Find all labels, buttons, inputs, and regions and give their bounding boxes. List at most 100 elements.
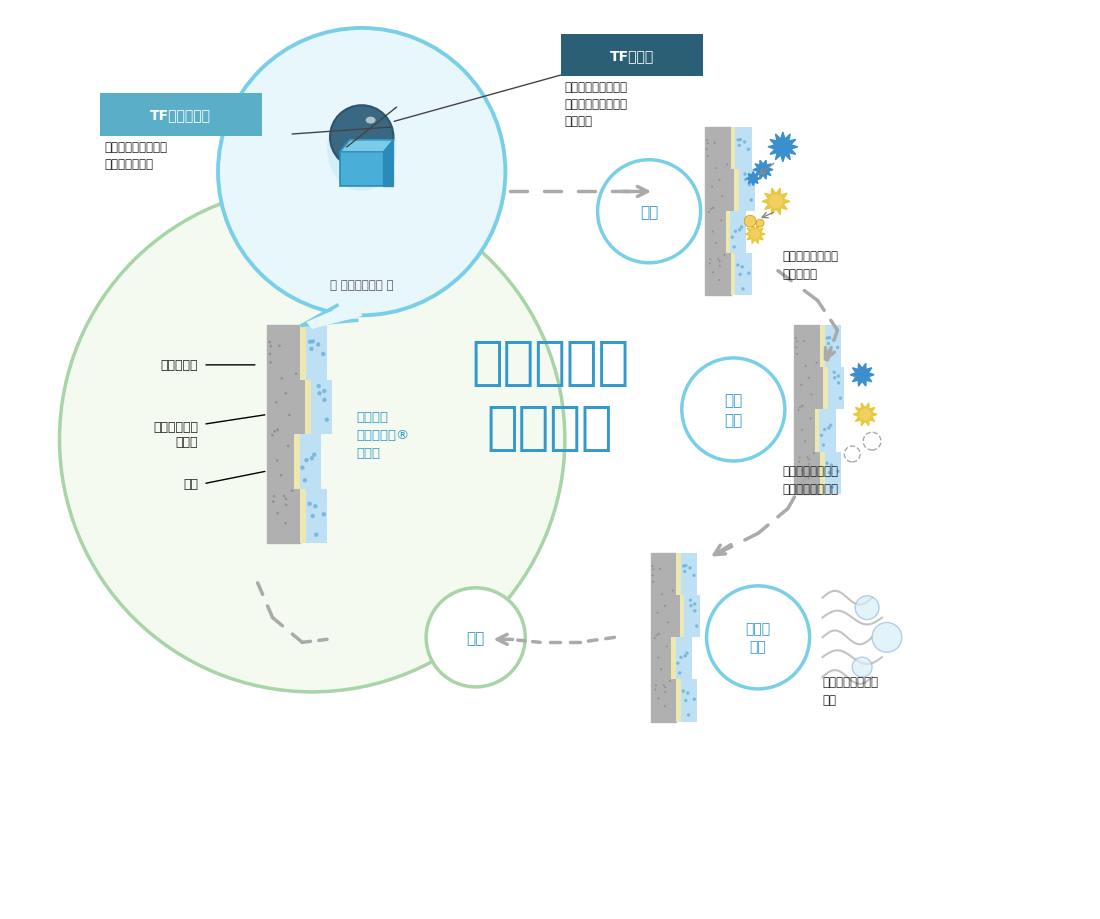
Circle shape <box>310 457 315 460</box>
Circle shape <box>663 706 666 708</box>
Circle shape <box>733 246 736 249</box>
Text: 分解・
放出: 分解・ 放出 <box>746 621 771 653</box>
Circle shape <box>807 459 810 461</box>
Circle shape <box>658 633 660 635</box>
Circle shape <box>798 410 800 412</box>
Circle shape <box>308 340 312 345</box>
Circle shape <box>285 392 287 395</box>
Circle shape <box>833 371 836 375</box>
Circle shape <box>710 209 712 210</box>
Circle shape <box>300 466 305 471</box>
Circle shape <box>837 375 840 379</box>
FancyBboxPatch shape <box>739 170 755 212</box>
FancyBboxPatch shape <box>730 212 747 254</box>
Circle shape <box>744 173 747 176</box>
Circle shape <box>822 444 825 448</box>
Circle shape <box>837 381 840 385</box>
Text: 空気を洗う
はたらき: 空気を洗う はたらき <box>471 337 629 453</box>
Circle shape <box>747 149 750 152</box>
FancyBboxPatch shape <box>820 410 836 452</box>
Circle shape <box>693 698 696 701</box>
Circle shape <box>820 434 823 437</box>
Circle shape <box>718 261 721 263</box>
Circle shape <box>750 230 760 240</box>
Polygon shape <box>705 128 734 296</box>
Circle shape <box>273 431 276 433</box>
Circle shape <box>654 685 657 686</box>
Circle shape <box>826 337 829 340</box>
Circle shape <box>661 594 663 596</box>
Circle shape <box>652 569 654 571</box>
Circle shape <box>651 574 653 577</box>
Circle shape <box>276 428 278 431</box>
Polygon shape <box>768 133 798 163</box>
Circle shape <box>279 474 283 477</box>
Circle shape <box>799 457 801 459</box>
Circle shape <box>828 336 832 340</box>
Circle shape <box>756 220 764 228</box>
FancyBboxPatch shape <box>294 435 300 489</box>
Circle shape <box>804 366 806 368</box>
Circle shape <box>693 609 696 613</box>
Circle shape <box>660 668 662 670</box>
Circle shape <box>712 232 714 233</box>
Circle shape <box>833 377 836 380</box>
Circle shape <box>305 459 309 463</box>
Circle shape <box>832 339 835 343</box>
Circle shape <box>664 686 667 688</box>
FancyBboxPatch shape <box>828 368 844 410</box>
Circle shape <box>712 272 714 274</box>
Circle shape <box>807 378 810 380</box>
Polygon shape <box>302 306 356 326</box>
Text: 再生: 再生 <box>466 630 485 645</box>
Text: 触媒
作用: 触媒 作用 <box>724 392 743 427</box>
Text: ［ 拡大イメージ ］: ［ 拡大イメージ ］ <box>330 278 394 291</box>
Circle shape <box>302 479 307 483</box>
Text: トリプル
フレッシュ®
消臭剤: トリプル フレッシュ® 消臭剤 <box>356 410 410 460</box>
Circle shape <box>315 533 319 538</box>
Circle shape <box>807 478 810 480</box>
Polygon shape <box>762 189 790 215</box>
Circle shape <box>815 362 817 364</box>
Text: ニオイの元になる
物質を吸着: ニオイの元になる 物質を吸着 <box>783 250 839 280</box>
Polygon shape <box>307 304 362 329</box>
Circle shape <box>659 569 661 571</box>
Circle shape <box>711 187 713 188</box>
FancyBboxPatch shape <box>680 596 684 638</box>
Circle shape <box>426 588 525 687</box>
Circle shape <box>273 495 275 498</box>
Circle shape <box>653 638 656 640</box>
Circle shape <box>749 199 752 202</box>
FancyBboxPatch shape <box>306 489 328 544</box>
Polygon shape <box>746 173 760 187</box>
FancyBboxPatch shape <box>820 326 825 368</box>
Circle shape <box>321 353 326 357</box>
Circle shape <box>855 596 879 619</box>
FancyBboxPatch shape <box>300 489 306 544</box>
Circle shape <box>59 187 565 692</box>
Circle shape <box>272 501 275 504</box>
FancyBboxPatch shape <box>305 380 310 435</box>
Circle shape <box>278 346 280 347</box>
Circle shape <box>666 646 668 648</box>
Circle shape <box>683 570 686 573</box>
FancyBboxPatch shape <box>734 170 739 212</box>
Polygon shape <box>745 225 764 244</box>
Circle shape <box>799 407 801 409</box>
Circle shape <box>796 341 799 343</box>
FancyBboxPatch shape <box>676 553 681 596</box>
Circle shape <box>657 612 659 614</box>
Circle shape <box>859 409 871 421</box>
Circle shape <box>654 688 657 691</box>
FancyBboxPatch shape <box>684 596 701 638</box>
Circle shape <box>682 564 685 568</box>
Circle shape <box>827 426 830 430</box>
FancyBboxPatch shape <box>306 326 328 380</box>
FancyBboxPatch shape <box>300 326 306 380</box>
Circle shape <box>722 196 724 199</box>
FancyBboxPatch shape <box>267 326 300 544</box>
Circle shape <box>686 713 690 717</box>
Circle shape <box>307 502 311 506</box>
Circle shape <box>695 625 698 628</box>
Circle shape <box>689 567 692 570</box>
